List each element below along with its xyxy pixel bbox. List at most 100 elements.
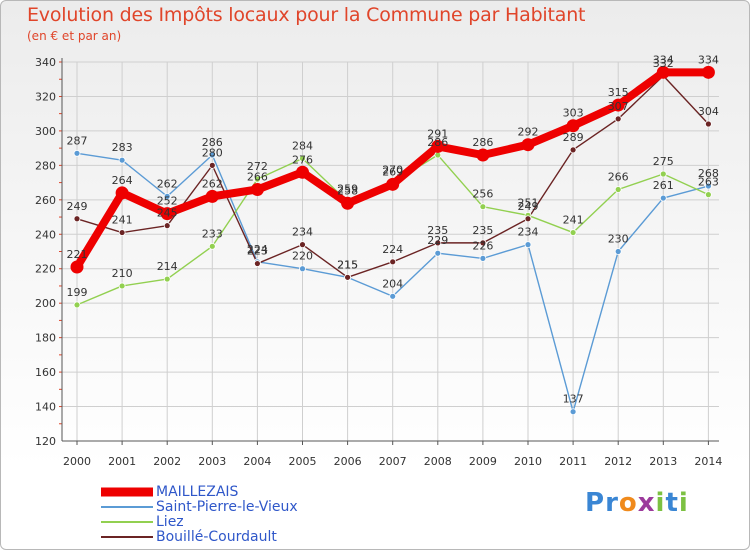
data-label: 270 — [382, 164, 403, 177]
data-label: 307 — [608, 100, 629, 113]
y-tick-label: 260 — [35, 194, 56, 207]
x-tick-label: 2011 — [559, 455, 587, 468]
data-point-liez — [479, 203, 487, 211]
data-label: 334 — [698, 53, 719, 66]
chart-title: Evolution des Impôts locaux pour la Comm… — [27, 4, 586, 26]
data-label: 226 — [472, 239, 493, 252]
data-label: 287 — [67, 134, 88, 147]
data-point-bouill-courdault — [208, 161, 216, 169]
x-tick-label: 2001 — [108, 455, 136, 468]
data-label: 280 — [202, 146, 223, 159]
data-point-bouill-courdault — [163, 222, 171, 230]
x-tick-label: 2000 — [63, 455, 91, 468]
data-point-saint-pierre-le-vieux — [299, 265, 306, 273]
data-label: 266 — [247, 170, 268, 183]
logo-letter: i — [655, 488, 666, 518]
data-label: 334 — [653, 53, 674, 66]
data-point-liez — [118, 282, 126, 290]
data-label: 284 — [292, 139, 313, 152]
data-label: 262 — [202, 177, 223, 190]
data-point-maillezais — [115, 186, 129, 200]
data-label: 249 — [518, 200, 539, 213]
data-point-bouill-courdault — [524, 215, 532, 223]
data-point-saint-pierre-le-vieux — [524, 241, 532, 249]
data-label: 233 — [202, 227, 223, 240]
y-tick-label: 300 — [35, 125, 56, 138]
data-point-liez — [614, 186, 622, 193]
x-tick-label: 2014 — [694, 455, 722, 468]
y-tick-label: 160 — [35, 366, 56, 379]
legend-swatch-saint-pierre-le-vieux — [101, 506, 153, 508]
y-tick-label: 120 — [35, 435, 56, 448]
data-point-bouill-courdault — [479, 239, 487, 247]
logo-letter: P — [585, 488, 606, 518]
data-label: 276 — [292, 153, 313, 166]
data-label: 275 — [653, 155, 674, 168]
data-label: 292 — [518, 126, 539, 139]
data-point-maillezais — [521, 138, 535, 152]
data-point-liez — [299, 155, 306, 162]
data-labels: 2212642522622662762582692912862923033153… — [67, 53, 719, 405]
logo-letter: i — [678, 488, 689, 518]
data-point-saint-pierre-le-vieux — [569, 408, 577, 416]
x-tick-label: 2006 — [334, 455, 362, 468]
legend-swatch-bouille-courdault — [101, 536, 153, 538]
data-label: 266 — [608, 170, 629, 183]
data-point-bouill-courdault — [73, 215, 81, 223]
legend-swatch-maillezais — [101, 487, 153, 497]
data-point-saint-pierre-le-vieux — [208, 151, 216, 159]
data-point-maillezais — [566, 119, 580, 133]
y-tick-label: 280 — [35, 159, 56, 172]
data-label: 221 — [67, 248, 88, 261]
x-tick-label: 2010 — [514, 455, 542, 468]
data-label: 261 — [653, 179, 674, 192]
data-point-bouill-courdault — [705, 120, 712, 128]
data-label: 315 — [608, 86, 629, 99]
data-point-bouill-courdault — [118, 229, 126, 236]
data-point-bouill-courdault — [389, 258, 397, 266]
data-label: 272 — [247, 160, 268, 173]
legend-label-liez: Liez — [156, 514, 184, 530]
data-label: 234 — [518, 226, 539, 239]
data-point-liez — [208, 242, 216, 250]
data-label: 332 — [653, 57, 674, 70]
y-tick-label: 220 — [35, 263, 56, 276]
data-point-saint-pierre-le-vieux — [659, 194, 667, 202]
legend-label-bouille-courdault: Bouillé-Courdault — [156, 529, 277, 545]
data-point-maillezais — [701, 65, 715, 79]
series-markers — [70, 65, 715, 416]
data-point-maillezais — [341, 196, 355, 210]
data-label: 283 — [112, 141, 133, 154]
data-point-bouill-courdault — [434, 239, 442, 247]
grid-lines — [62, 61, 719, 442]
data-point-saint-pierre-le-vieux — [73, 149, 81, 157]
data-label: 229 — [427, 234, 448, 247]
data-label: 220 — [292, 250, 313, 263]
data-point-liez — [253, 175, 261, 183]
data-point-bouill-courdault — [614, 115, 622, 123]
data-point-liez — [569, 229, 577, 236]
data-label: 259 — [337, 183, 358, 196]
data-label: 224 — [382, 243, 403, 256]
data-point-bouill-courdault — [299, 241, 306, 249]
logo-letter: t — [665, 488, 679, 518]
legend-label-saint-pierre-le-vieux: Saint-Pierre-le-Vieux — [156, 499, 298, 515]
x-tick-label: 2003 — [198, 455, 226, 468]
data-label: 286 — [427, 136, 448, 149]
data-label: 256 — [472, 188, 493, 201]
y-tick-label: 320 — [35, 90, 56, 103]
data-label: 215 — [337, 258, 358, 271]
legend-swatch-liez — [101, 521, 153, 523]
logo-letter: r — [605, 488, 619, 518]
x-tick-label: 2007 — [379, 455, 407, 468]
data-point-maillezais — [296, 165, 309, 179]
x-tick-label: 2013 — [649, 455, 677, 468]
data-label: 199 — [67, 286, 88, 299]
data-point-maillezais — [431, 139, 445, 153]
data-label: 286 — [202, 136, 223, 149]
data-point-maillezais — [476, 148, 490, 162]
data-point-liez — [659, 170, 667, 178]
data-label: 214 — [157, 260, 178, 273]
data-label: 264 — [112, 174, 133, 187]
